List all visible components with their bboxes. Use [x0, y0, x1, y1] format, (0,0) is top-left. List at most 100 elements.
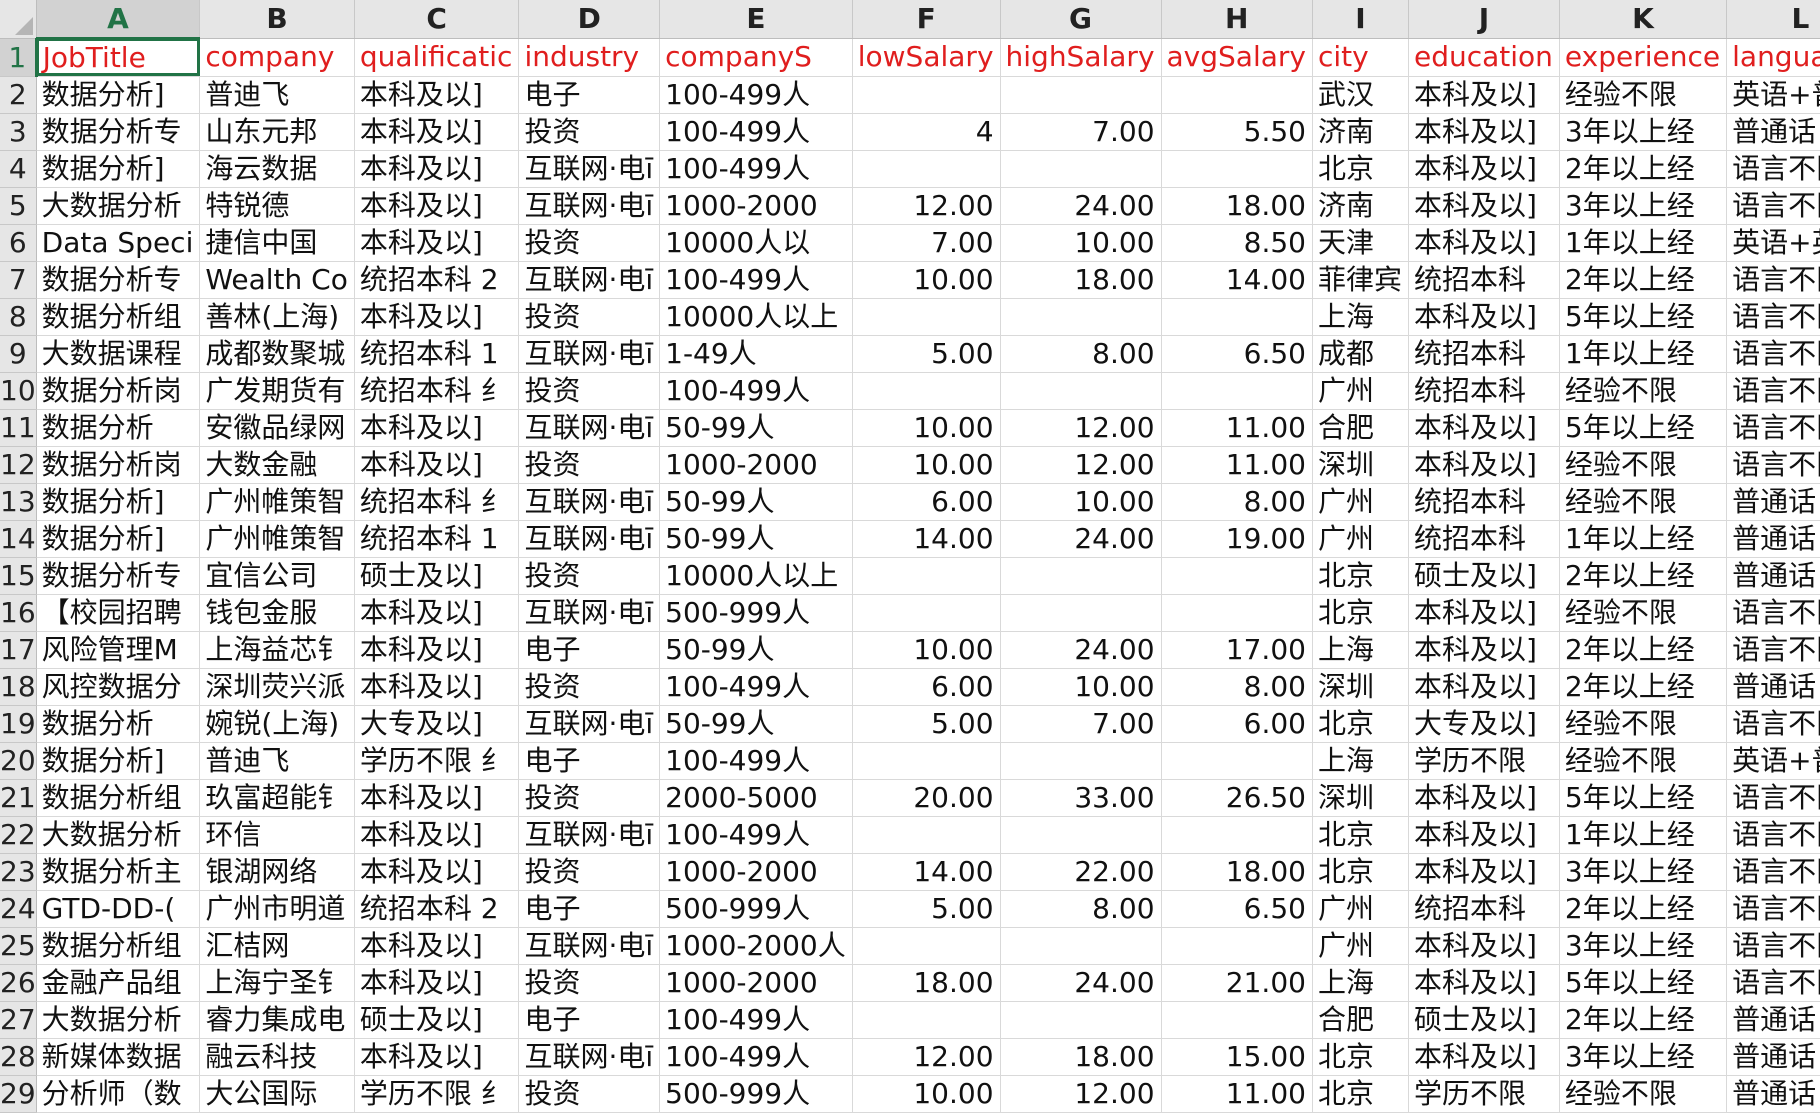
table-cell[interactable]	[1161, 557, 1313, 595]
table-cell[interactable]: 普通话	[1726, 557, 1820, 595]
header-cell[interactable]: avgSalary	[1161, 38, 1313, 77]
table-cell[interactable]: 2年以上经	[1559, 261, 1728, 299]
table-cell[interactable]: 8.00	[1161, 668, 1313, 706]
table-cell[interactable]: 玖富超能钅	[199, 779, 355, 817]
table-cell[interactable]: 语言不限	[1726, 150, 1820, 188]
table-cell[interactable]: 1000-2000	[659, 187, 853, 225]
table-cell[interactable]: 2年以上经	[1559, 631, 1728, 669]
table-cell[interactable]: 10.00	[852, 261, 1001, 299]
column-header-k[interactable]: K	[1559, 0, 1728, 39]
table-cell[interactable]: 本科及以]	[1408, 409, 1560, 447]
table-cell[interactable]: 18.00	[1000, 1038, 1162, 1076]
row-header[interactable]: 5	[0, 187, 37, 225]
row-header[interactable]: 23	[0, 853, 37, 891]
table-cell[interactable]: 24.00	[1000, 520, 1162, 558]
row-header[interactable]: 21	[0, 779, 37, 817]
column-header-h[interactable]: H	[1161, 0, 1313, 39]
table-cell[interactable]: 统招本科	[1408, 335, 1560, 373]
table-cell[interactable]: 投资	[518, 372, 661, 410]
table-cell[interactable]: 语言不限	[1726, 335, 1820, 373]
table-cell[interactable]: 经验不限	[1559, 594, 1728, 632]
table-cell[interactable]: 婉锐(上海)	[199, 705, 355, 743]
table-cell[interactable]	[1000, 816, 1162, 854]
row-header[interactable]: 16	[0, 594, 37, 632]
header-cell[interactable]: companyS	[659, 38, 853, 77]
table-cell[interactable]: 8.00	[1000, 890, 1162, 928]
table-cell[interactable]: 普迪飞	[199, 76, 355, 114]
row-header[interactable]: 12	[0, 446, 37, 484]
table-cell[interactable]: 投资	[518, 1075, 661, 1113]
table-cell[interactable]	[852, 298, 1001, 336]
table-cell[interactable]: 本科及以]	[354, 298, 520, 336]
table-cell[interactable]: 普通话	[1726, 1038, 1820, 1076]
table-cell[interactable]: 钱包金服	[199, 594, 355, 632]
header-cell[interactable]: industry	[518, 38, 661, 77]
table-cell[interactable]: 语言不限	[1726, 890, 1820, 928]
row-header[interactable]: 15	[0, 557, 37, 595]
table-cell[interactable]: 本科及以]	[1408, 76, 1560, 114]
table-cell[interactable]: 互联网·电ī	[518, 816, 661, 854]
table-cell[interactable]: 2000-5000	[659, 779, 853, 817]
table-cell[interactable]: 11.00	[1161, 409, 1313, 447]
row-header[interactable]: 10	[0, 372, 37, 410]
table-cell[interactable]	[1161, 372, 1313, 410]
table-cell[interactable]	[1161, 1001, 1313, 1039]
table-cell[interactable]: 统招本科	[1408, 890, 1560, 928]
row-header[interactable]: 20	[0, 742, 37, 780]
table-cell[interactable]: 海云数据	[199, 150, 355, 188]
table-cell[interactable]: 语言不限	[1726, 261, 1820, 299]
row-header[interactable]: 25	[0, 927, 37, 965]
table-cell[interactable]: 5.00	[852, 890, 1001, 928]
table-cell[interactable]	[1000, 150, 1162, 188]
table-cell[interactable]: 本科及以]	[1408, 853, 1560, 891]
table-cell[interactable]: 学历不限	[1408, 742, 1560, 780]
column-header-f[interactable]: F	[852, 0, 1001, 39]
table-cell[interactable]: 本科及以]	[1408, 113, 1560, 151]
table-cell[interactable]: 互联网·电ī	[518, 187, 661, 225]
table-cell[interactable]: 安徽品绿网	[199, 409, 355, 447]
table-cell[interactable]: 本科及以]	[354, 927, 520, 965]
table-cell[interactable]: 语言不限	[1726, 779, 1820, 817]
table-cell[interactable]: 统招本科 2	[354, 261, 520, 299]
table-cell[interactable]	[852, 76, 1001, 114]
table-cell[interactable]: 北京	[1312, 557, 1409, 595]
table-cell[interactable]: 5年以上经	[1559, 779, 1728, 817]
table-cell[interactable]: 电子	[518, 1001, 661, 1039]
table-cell[interactable]: 20.00	[852, 779, 1001, 817]
table-cell[interactable]: 10.00	[1000, 668, 1162, 706]
table-cell[interactable]: 环信	[199, 816, 355, 854]
table-cell[interactable]: 6.50	[1161, 890, 1313, 928]
table-cell[interactable]: 10000人以上	[659, 557, 853, 595]
table-cell[interactable]: 1000-2000	[659, 446, 853, 484]
table-cell[interactable]: 北京	[1312, 853, 1409, 891]
table-cell[interactable]: 睿力集成电	[199, 1001, 355, 1039]
table-cell[interactable]: 语言不限	[1726, 372, 1820, 410]
table-cell[interactable]: 3年以上经	[1559, 853, 1728, 891]
table-cell[interactable]: 6.00	[852, 668, 1001, 706]
table-cell[interactable]: 成都	[1312, 335, 1409, 373]
table-cell[interactable]: 本科及以]	[354, 668, 520, 706]
table-cell[interactable]: 本科及以]	[354, 446, 520, 484]
table-cell[interactable]: 本科及以]	[1408, 224, 1560, 262]
table-cell[interactable]: 普通话	[1726, 1075, 1820, 1113]
table-cell[interactable]	[852, 150, 1001, 188]
table-cell[interactable]: 数据分析]	[36, 150, 201, 188]
table-cell[interactable]: 语言不限	[1726, 298, 1820, 336]
table-cell[interactable]: 数据分析组	[36, 298, 201, 336]
table-cell[interactable]: 100-499人	[659, 1038, 853, 1076]
table-cell[interactable]: 互联网·电ī	[518, 261, 661, 299]
table-cell[interactable]	[1161, 298, 1313, 336]
table-cell[interactable]: 本科及以]	[1408, 668, 1560, 706]
table-cell[interactable]: 上海	[1312, 742, 1409, 780]
table-cell[interactable]: 菲律宾	[1312, 261, 1409, 299]
table-cell[interactable]: 本科及以]	[1408, 927, 1560, 965]
table-cell[interactable]: 50-99人	[659, 631, 853, 669]
active-cell[interactable]: JobTitle	[36, 38, 201, 77]
row-header[interactable]: 19	[0, 705, 37, 743]
table-cell[interactable]: 风控数据分	[36, 668, 201, 706]
table-cell[interactable]: 11.00	[1161, 1075, 1313, 1113]
row-header[interactable]: 4	[0, 150, 37, 188]
table-cell[interactable]: 10.00	[852, 409, 1001, 447]
table-cell[interactable]: 本科及以]	[354, 150, 520, 188]
table-cell[interactable]: 广州帷策智	[199, 520, 355, 558]
